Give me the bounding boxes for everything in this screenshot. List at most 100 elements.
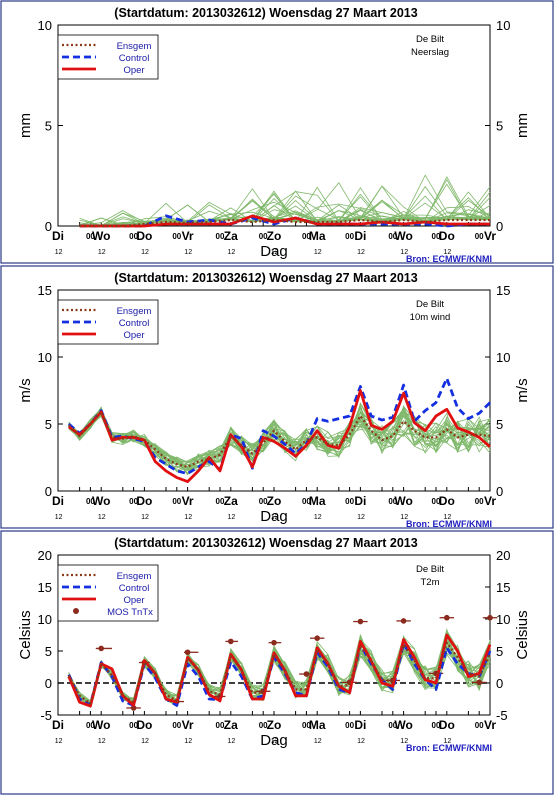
ensemble-member-line (68, 638, 491, 705)
y-tick-label-right: 20 (496, 548, 510, 563)
x-tick-label-hour: 12 (184, 738, 192, 745)
source-label: Bron: ECMWF/KNMI (406, 519, 492, 529)
x-tick-label-day: Zo (267, 229, 282, 243)
x-tick-label-hour: 00 (216, 721, 225, 730)
y-tick-label-left: 5 (45, 119, 52, 134)
legend-label: Ensgem (117, 306, 152, 317)
x-tick-label-hour: 12 (444, 738, 452, 745)
legend-label: Ensgem (117, 571, 152, 582)
x-tick-label-day: Do (136, 229, 152, 243)
x-tick-label-day: Di (52, 494, 64, 508)
x-tick-label-day: Wo (394, 494, 412, 508)
y-tick-label-right: 10 (496, 18, 510, 33)
y-tick-label-left: 10 (38, 18, 52, 33)
x-tick-label-hour: 12 (314, 514, 322, 521)
x-tick-label-hour: 00 (302, 232, 311, 241)
mos-point (184, 649, 191, 656)
parameter-label: T2m (421, 577, 440, 588)
y-tick-label-right: -5 (496, 708, 508, 723)
legend-label: Control (119, 583, 150, 594)
y-tick-label-left: 15 (38, 283, 52, 298)
x-tick-label-day: Do (439, 718, 455, 732)
ensemble-members (68, 402, 491, 476)
chart-title: (Startdatum: 2013032612) Woensdag 27 Maa… (114, 6, 417, 20)
x-tick-label-hour: 12 (357, 249, 365, 256)
y-tick-label-right: 15 (496, 283, 510, 298)
x-tick-label-hour: 12 (400, 514, 408, 521)
legend-label: MOS TnTx (107, 607, 153, 618)
x-tick-label-day: Vr (484, 718, 496, 732)
x-tick-label-hour: 00 (388, 232, 397, 241)
legend-label: Ensgem (117, 41, 152, 52)
x-tick-label-day: Ma (309, 229, 326, 243)
y-tick-label-left: 0 (45, 676, 52, 691)
ensemble-member-line (68, 639, 491, 704)
y-axis-label-right: m/s (514, 378, 531, 402)
y-tick-label-left: 5 (45, 417, 52, 432)
x-tick-label-day: Ma (309, 718, 326, 732)
x-tick-label-hour: 00 (129, 721, 138, 730)
panel-frame (0, 0, 554, 264)
chart-panel-2: (Startdatum: 2013032612) Woensdag 27 Maa… (0, 265, 554, 529)
x-tick-label-hour: 12 (314, 738, 322, 745)
mos-point (98, 645, 104, 652)
y-tick-label-right: 10 (496, 612, 510, 627)
x-tick-label-day: Ma (309, 494, 326, 508)
chart-panel-3: (Startdatum: 2013032612) Woensdag 27 Maa… (0, 530, 554, 795)
y-tick-label-right: 5 (496, 119, 503, 134)
x-tick-label-hour: 12 (184, 249, 192, 256)
x-tick-label-day: Wo (394, 718, 412, 732)
x-tick-label-hour: 00 (259, 721, 268, 730)
x-axis-label: Dag (260, 732, 288, 749)
x-tick-label-day: Do (136, 494, 152, 508)
x-tick-label-day: Do (136, 718, 152, 732)
station-label: De Bilt (416, 34, 444, 45)
series-line-ensgem (67, 641, 491, 705)
x-tick-label-hour: 12 (98, 514, 106, 521)
mos-point (476, 679, 483, 686)
x-tick-label-hour: 00 (259, 232, 268, 241)
x-tick-label-hour: 12 (444, 514, 452, 521)
x-tick-label-hour: 00 (216, 232, 225, 241)
x-tick-label-day: Wo (92, 718, 110, 732)
x-tick-label-day: Wo (92, 494, 110, 508)
x-tick-label-day: Vr (182, 229, 194, 243)
x-tick-label-day: Vr (182, 718, 194, 732)
x-tick-label-hour: 12 (444, 249, 452, 256)
x-tick-label-hour: 00 (475, 232, 484, 241)
x-tick-label-hour: 00 (86, 721, 95, 730)
x-tick-label-hour: 12 (98, 738, 106, 745)
x-tick-label-hour: 12 (228, 249, 236, 256)
x-tick-label-hour: 00 (345, 497, 354, 506)
x-tick-label-day: Zo (267, 494, 282, 508)
x-axis-label: Dag (260, 508, 288, 525)
x-tick-label-day: Di (354, 494, 366, 508)
ensemble-member-line (68, 411, 491, 475)
x-tick-label-day: Zo (267, 718, 282, 732)
x-tick-label-day: Za (224, 229, 238, 243)
x-tick-label-hour: 00 (86, 497, 95, 506)
x-tick-label-day: Di (354, 229, 366, 243)
x-tick-label-hour: 00 (432, 232, 441, 241)
x-tick-label-day: Za (224, 494, 238, 508)
x-tick-label-hour: 12 (55, 514, 63, 521)
x-tick-label-day: Do (439, 494, 455, 508)
x-tick-label-hour: 12 (55, 249, 63, 256)
chart-title: (Startdatum: 2013032612) Woensdag 27 Maa… (114, 271, 417, 285)
x-tick-label-hour: 00 (388, 497, 397, 506)
mos-point (271, 639, 277, 646)
mos-point (303, 671, 310, 677)
x-tick-label-hour: 00 (129, 497, 138, 506)
ensemble-member-line (68, 636, 491, 708)
x-tick-label-hour: 00 (302, 497, 311, 506)
x-tick-label-hour: 12 (314, 249, 322, 256)
parameter-label: 10m wind (410, 312, 451, 323)
y-tick-label-right: 5 (496, 417, 503, 432)
x-tick-label-hour: 00 (259, 497, 268, 506)
x-tick-label-hour: 12 (228, 514, 236, 521)
legend-swatch (73, 608, 79, 614)
panel-frame (0, 530, 554, 795)
legend-label: Oper (123, 595, 144, 606)
x-tick-label-hour: 12 (271, 514, 279, 521)
x-tick-label-day: Di (52, 229, 64, 243)
